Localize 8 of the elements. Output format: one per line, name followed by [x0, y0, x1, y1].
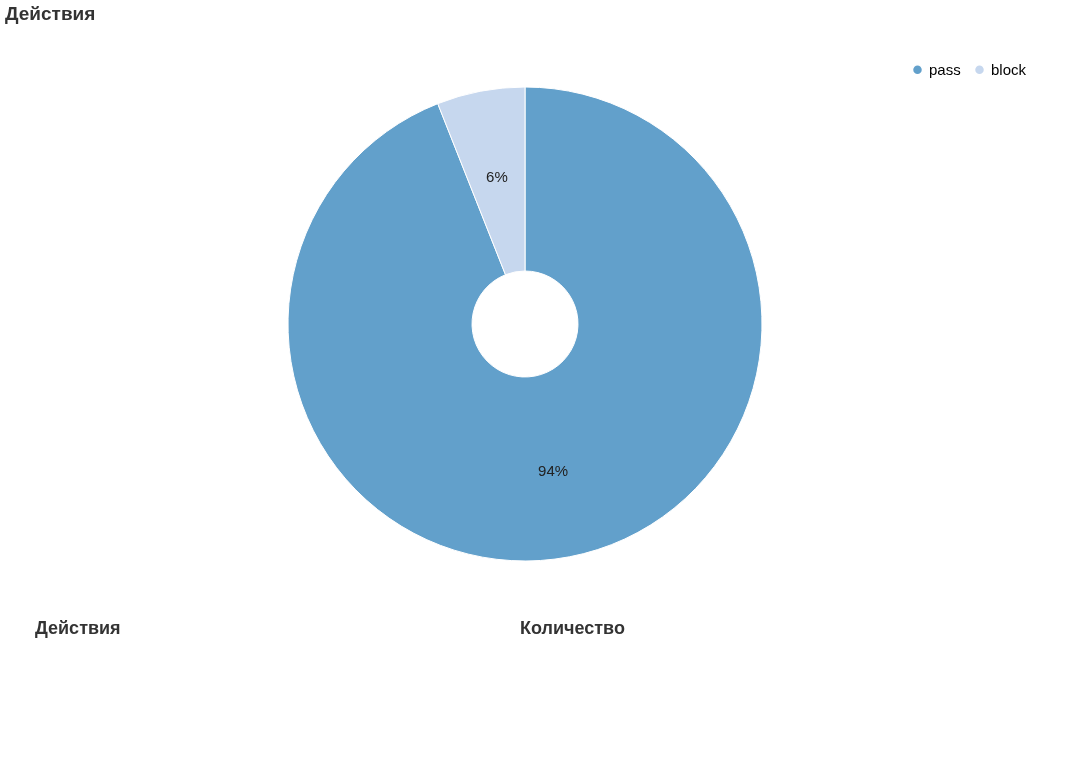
- text: Действия: [5, 3, 96, 24]
- text: Действия: [35, 618, 121, 638]
- donut-slice: [287, 86, 763, 562]
- data-label: 6%: [486, 167, 508, 185]
- data-label: 94%: [538, 462, 569, 480]
- legend-label: pass: [929, 60, 961, 78]
- legend-label: block: [991, 60, 1027, 78]
- text: Количество: [520, 618, 625, 638]
